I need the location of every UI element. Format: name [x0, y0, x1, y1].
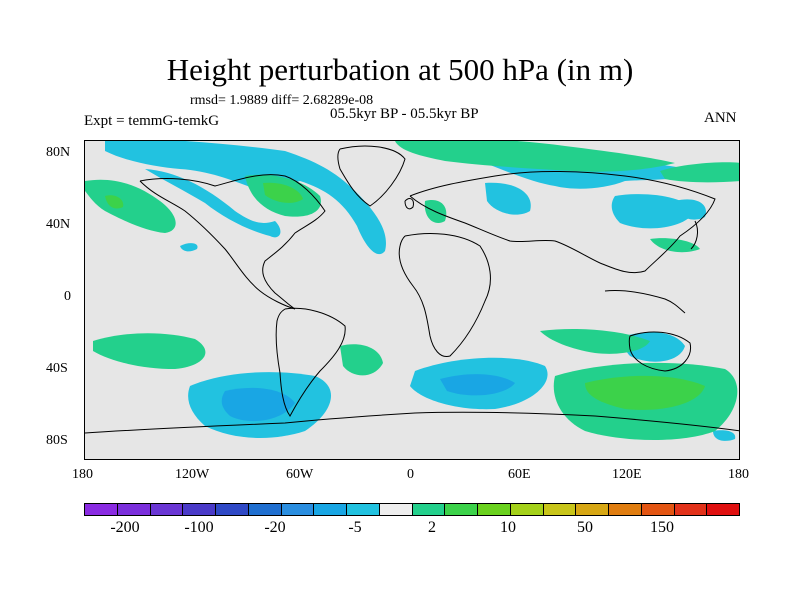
anomaly-green-north-pacific — [85, 179, 176, 233]
lon-tick-120w: 120W — [175, 467, 210, 482]
coast-indonesia — [604, 290, 686, 314]
colorbar-swatch-9 — [379, 504, 413, 515]
anomaly-blue-pacific-small — [180, 243, 198, 252]
lon-tick-120e: 120E — [612, 467, 642, 482]
anomaly-green-arctic-russia — [395, 141, 675, 172]
coast-eurasia — [409, 171, 716, 274]
colorbar-label: 2 — [428, 519, 436, 536]
colorbar-swatch-3 — [183, 504, 216, 515]
anomaly-blue-kazakh — [485, 182, 531, 215]
coast-north-america — [139, 174, 326, 310]
experiment-label: Expt = temmG-temkG — [84, 113, 220, 129]
anomaly-green-indian — [540, 329, 650, 354]
anomaly-green-pacific-core — [105, 195, 124, 209]
coast-japan — [690, 220, 699, 250]
colorbar-label: -200 — [110, 519, 140, 536]
season-label: ANN — [704, 110, 737, 126]
colorbar-swatch-12 — [478, 504, 511, 515]
anomaly-green-south-atlantic — [340, 344, 383, 376]
lon-tick-60e: 60E — [508, 467, 531, 482]
colorbar-swatch-5 — [248, 504, 282, 515]
lat-tick-0: 0 — [64, 289, 71, 304]
coast-south-america — [275, 307, 346, 417]
anomaly-blue-east-asia — [611, 194, 695, 229]
colorbar-swatch-6 — [281, 504, 315, 515]
colorbar-swatch-4 — [216, 504, 249, 515]
colorbar-label: -100 — [184, 519, 214, 536]
colorbar-swatch-18 — [674, 504, 708, 515]
colorbar-swatch-13 — [510, 504, 544, 515]
colorbar-swatch-15 — [576, 504, 609, 515]
colorbar-swatch-14 — [543, 504, 577, 515]
colorbar-swatch-16 — [609, 504, 642, 515]
anomaly-blue-south-america-core — [221, 387, 295, 422]
plot-title: Height perturbation at 500 hPa (in m) — [166, 52, 634, 87]
colorbar-label: 50 — [577, 519, 593, 536]
colorbar-swatch-2 — [150, 504, 184, 515]
lat-tick-40s: 40S — [46, 361, 68, 376]
map-panel — [84, 140, 740, 460]
anomaly-green-southern-core — [585, 375, 705, 410]
lon-tick-0: 0 — [407, 467, 414, 482]
colorbar-swatch-17 — [641, 504, 675, 515]
colorbar-swatch-10 — [412, 504, 446, 515]
colorbar-label: 10 — [500, 519, 516, 536]
lat-tick-40n: 40N — [46, 217, 71, 232]
anomaly-green-pacific-east — [660, 162, 739, 183]
colorbar — [84, 503, 740, 516]
colorbar-swatch-19 — [707, 504, 739, 515]
colorbar-label: -5 — [348, 519, 362, 536]
coast-antarctica — [85, 411, 739, 434]
coast-africa — [398, 232, 491, 358]
period-label: 05.5kyr BP - 05.5kyr BP — [330, 106, 479, 122]
lon-tick-60w: 60W — [286, 467, 314, 482]
anomaly-blue-canada-lobe — [145, 169, 281, 238]
coast-greenland — [337, 145, 406, 207]
anomaly-blue-south-atlantic-core — [440, 374, 515, 396]
map-canvas — [85, 141, 739, 441]
colorbar-swatch-0 — [85, 504, 118, 515]
lon-tick-180w: 180 — [72, 467, 93, 482]
anomaly-green-south-pacific — [93, 333, 206, 369]
coastlines — [85, 145, 739, 434]
colorbar-swatch-7 — [314, 504, 347, 515]
anomaly-green-china — [650, 238, 700, 253]
lon-tick-180e: 180 — [728, 467, 749, 482]
coast-australia — [628, 331, 692, 372]
anomaly-blue-pacific-ne — [675, 199, 706, 220]
colorbar-swatch-1 — [117, 504, 151, 515]
lat-tick-80s: 80S — [46, 433, 68, 448]
colorbar-swatch-8 — [347, 504, 380, 515]
anomaly-blue-north-atlantic — [105, 141, 386, 255]
coast-uk — [404, 198, 414, 210]
colorbar-label: -20 — [264, 519, 286, 536]
stats-text: rmsd= 1.9889 diff= 2.68289e-08 — [190, 93, 374, 108]
anomaly-blue-dateline-south — [713, 430, 736, 441]
lat-tick-80n: 80N — [46, 145, 71, 160]
anomaly-green-canada-core — [263, 182, 303, 203]
colorbar-swatch-11 — [445, 504, 478, 515]
colorbar-label: 150 — [650, 519, 674, 536]
